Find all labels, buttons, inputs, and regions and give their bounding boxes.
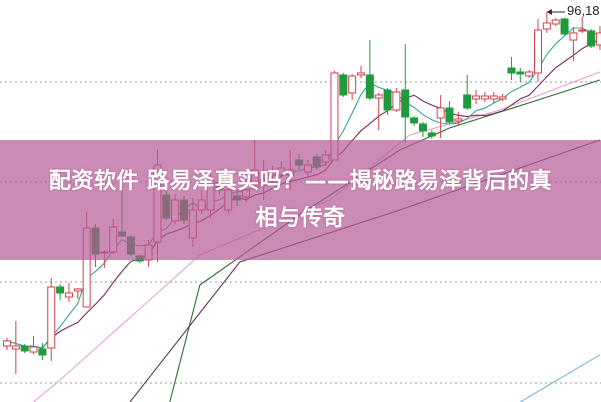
candle-up [392, 91, 401, 111]
candle-up [534, 29, 542, 74]
candle-down [20, 345, 29, 352]
candle-up [436, 107, 445, 119]
candle-up [47, 286, 56, 349]
candle-down [365, 74, 374, 99]
candle-up [551, 19, 560, 25]
candle-down [339, 74, 348, 96]
candle-up [11, 345, 20, 350]
ma120-line [520, 354, 601, 402]
candle-down [383, 89, 392, 111]
arrow-icon [546, 9, 552, 15]
candle-up [578, 29, 587, 32]
candle-up [3, 340, 11, 347]
candle-down [560, 18, 569, 35]
candle-up [454, 118, 463, 122]
title-banner: 配资软件 路易泽真实吗？——揭秘路易泽背后的真 相与传奇 [0, 140, 601, 260]
candle-up [29, 346, 38, 353]
candle-down [427, 132, 436, 137]
article-title-line-2: 相与传奇 [255, 206, 346, 231]
candle-up [64, 292, 73, 298]
candle-up [374, 94, 383, 99]
candle-down [587, 30, 596, 47]
candle-up [73, 288, 82, 292]
candle-up [595, 32, 601, 46]
candle-up [480, 95, 489, 100]
candle-up [498, 96, 507, 100]
candle-up [357, 72, 365, 76]
candle-up [525, 71, 534, 77]
max-price-label: 96,18 [567, 3, 600, 18]
candle-down [507, 67, 516, 74]
candle-up [542, 22, 551, 30]
candle-up [472, 95, 481, 100]
candle-down [463, 94, 472, 109]
candle-down [418, 123, 427, 132]
article-title-line-1: 配资软件 路易泽真实吗？——揭秘路易泽背后的真 [48, 169, 553, 194]
candle-down [516, 71, 525, 75]
candle-down [410, 117, 419, 124]
candle-up [489, 95, 498, 100]
candle-down [38, 348, 47, 356]
candle-down [56, 286, 65, 294]
candle-up [348, 75, 357, 94]
candle-up [569, 32, 578, 41]
candle-down [445, 107, 454, 123]
candle-down [401, 89, 410, 118]
